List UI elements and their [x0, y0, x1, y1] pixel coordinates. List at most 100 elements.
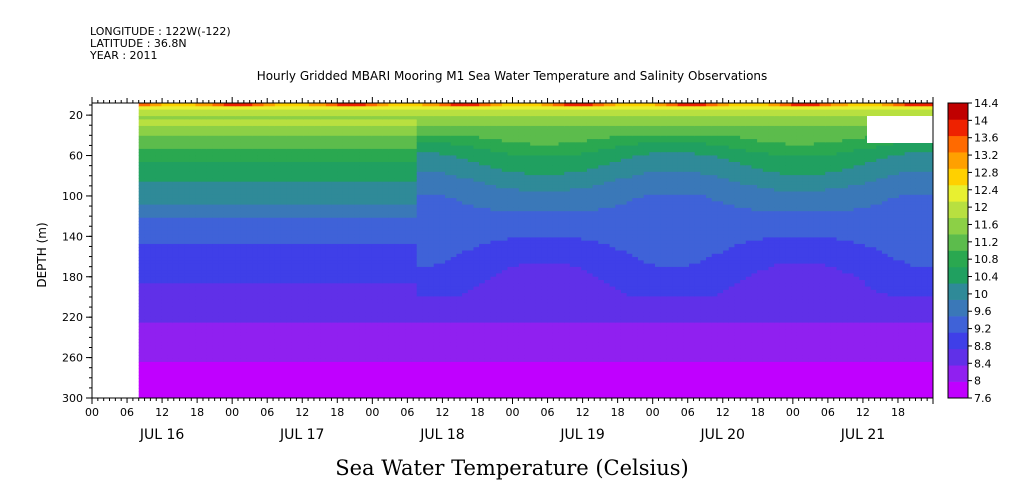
heatmap-cell	[184, 335, 191, 340]
heatmap-cell	[257, 204, 265, 209]
heatmap-cell	[178, 119, 185, 124]
heatmap-cell	[223, 224, 231, 229]
heatmap-cell	[246, 158, 253, 163]
heatmap-cell	[297, 116, 304, 120]
heatmap-cell	[212, 106, 219, 111]
heatmap-cell	[320, 112, 327, 117]
heatmap-cell	[291, 214, 299, 219]
heatmap-cell	[297, 365, 304, 370]
heatmap-cell	[280, 198, 287, 202]
heatmap-cell	[365, 316, 372, 320]
heatmap-cell	[274, 103, 282, 107]
heatmap-cell	[206, 145, 214, 150]
heatmap-cell	[150, 247, 157, 252]
heatmap-cell	[377, 214, 384, 219]
heatmap-cell	[223, 207, 231, 212]
heatmap-cell	[280, 103, 287, 107]
heatmap-cell	[365, 184, 372, 189]
heatmap-cell	[371, 122, 378, 127]
heatmap-cell	[263, 171, 270, 176]
heatmap-cell	[150, 230, 157, 235]
heatmap-cell	[144, 358, 151, 363]
heatmap-cell	[274, 243, 282, 248]
heatmap-cell	[246, 293, 253, 297]
heatmap-cell	[150, 224, 157, 229]
heatmap-cell	[348, 204, 355, 209]
heatmap-cell	[252, 342, 259, 347]
heatmap-cell	[218, 227, 225, 232]
heatmap-cell	[195, 322, 202, 327]
heatmap-cell	[246, 309, 253, 314]
heatmap-cell	[257, 191, 265, 196]
heatmap-cell	[291, 312, 299, 317]
heatmap-cell	[178, 112, 185, 117]
heatmap-cell	[354, 224, 361, 229]
heatmap-cell	[348, 122, 355, 127]
heatmap-cell	[263, 365, 270, 370]
heatmap-cell	[223, 109, 231, 114]
heatmap-cell	[320, 230, 327, 235]
heatmap-cell	[212, 263, 219, 268]
heatmap-cell	[325, 280, 333, 284]
heatmap-cell	[246, 135, 253, 140]
heatmap-cell	[269, 345, 276, 350]
heatmap-cell	[269, 319, 276, 324]
heatmap-cell	[161, 342, 168, 347]
heatmap-cell	[280, 260, 287, 265]
heatmap-cell	[246, 329, 253, 334]
heatmap-cell	[235, 211, 242, 216]
heatmap-cell	[382, 306, 389, 311]
heatmap-cell	[291, 293, 299, 297]
heatmap-cell	[274, 211, 282, 216]
heatmap-cell	[161, 109, 168, 114]
heatmap-cell	[365, 217, 372, 222]
heatmap-cell	[359, 365, 367, 370]
heatmap-cell	[297, 289, 304, 294]
heatmap-cell	[269, 250, 276, 255]
heatmap-cell	[138, 381, 145, 386]
heatmap-cell	[212, 119, 219, 124]
heatmap-cell	[359, 309, 367, 314]
heatmap-cell	[365, 135, 372, 140]
heatmap-cell	[331, 309, 338, 314]
heatmap-cell	[274, 384, 282, 389]
heatmap-cell	[178, 109, 185, 114]
heatmap-cell	[365, 214, 372, 219]
heatmap-cell	[184, 125, 191, 130]
heatmap-cell	[252, 391, 259, 396]
heatmap-cell	[172, 103, 180, 107]
heatmap-cell	[212, 273, 219, 278]
heatmap-cell	[269, 257, 276, 261]
heatmap-cell	[291, 361, 299, 366]
heatmap-cell	[354, 152, 361, 157]
heatmap-cell	[342, 132, 350, 137]
heatmap-cell	[354, 112, 361, 117]
heatmap-cell	[263, 358, 270, 363]
heatmap-cell	[235, 332, 242, 337]
heatmap-cell	[235, 299, 242, 304]
heatmap-cell	[246, 361, 253, 366]
heatmap-cell	[286, 335, 293, 340]
heatmap-cell	[303, 234, 310, 238]
heatmap-cell	[246, 119, 253, 124]
heatmap-cell	[382, 142, 389, 147]
heatmap-cell	[382, 162, 389, 166]
heatmap-cell	[178, 211, 185, 216]
heatmap-cell	[337, 188, 344, 193]
heatmap-cell	[252, 103, 259, 107]
heatmap-cell	[235, 270, 242, 275]
heatmap-cell	[178, 224, 185, 229]
heatmap-cell	[240, 296, 248, 301]
heatmap-cell	[150, 276, 157, 281]
heatmap-cell	[155, 309, 163, 314]
heatmap-cell	[172, 339, 180, 343]
heatmap-cell	[138, 191, 145, 196]
heatmap-cell	[178, 188, 185, 193]
heatmap-cell	[257, 129, 265, 134]
heatmap-cell	[308, 388, 316, 393]
heatmap-cell	[291, 132, 299, 137]
heatmap-cell	[206, 388, 214, 393]
heatmap-cell	[365, 221, 372, 225]
heatmap-cell	[201, 260, 208, 265]
heatmap-cell	[218, 345, 225, 350]
